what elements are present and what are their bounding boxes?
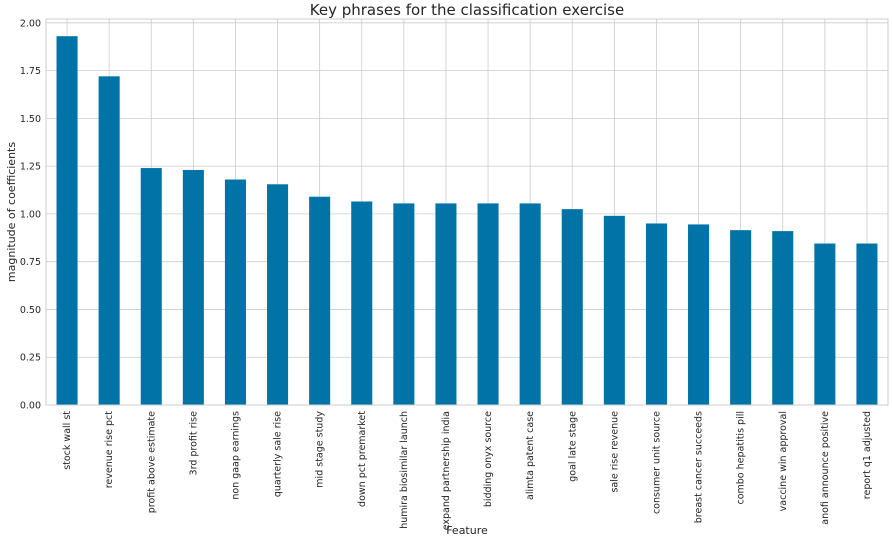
y-tick-labels: 0.00 0.25 0.50 0.75 1.00 1.25 1.50 1.75 2.00: [20, 18, 41, 411]
bar: [772, 231, 794, 405]
bar: [730, 230, 752, 405]
x-tick-label: expand partnership india: [441, 411, 452, 530]
x-tick-label: quarterly sale rise: [273, 411, 284, 497]
x-tick-label: combo hepatitis pill: [736, 411, 747, 505]
bar: [309, 196, 331, 405]
bar: [856, 243, 878, 405]
y-tick-label: 2.00: [20, 18, 41, 29]
bar: [561, 209, 583, 405]
y-tick-label: 0.00: [20, 401, 41, 412]
y-tick-label: 1.75: [20, 66, 41, 77]
x-tick-label: mid stage study: [315, 411, 326, 488]
x-tick-label: humira biosimilar launch: [399, 411, 410, 529]
x-tick-label: profit above estimate: [146, 411, 157, 513]
x-tick-label: 3rd profit rise: [188, 411, 199, 476]
x-tick-label: goal late stage: [567, 411, 578, 482]
bar: [393, 203, 415, 405]
x-tick-label: bidding onyx source: [483, 411, 494, 507]
y-tick-label: 0.25: [20, 353, 41, 364]
bar: [56, 36, 78, 405]
x-tick-label: sale rise revenue: [609, 411, 620, 493]
x-tick-label: vaccine win approval: [778, 411, 789, 511]
y-tick-label: 0.50: [20, 305, 41, 316]
bar: [477, 203, 499, 405]
x-tick-label: stock wall st: [62, 411, 73, 470]
x-tick-label: revenue rise pct: [104, 411, 115, 489]
y-tick-label: 1.50: [20, 114, 41, 125]
bar: [98, 76, 120, 406]
x-tick-label: down pct premarket: [357, 411, 368, 507]
bar: [688, 224, 710, 405]
x-tick-label: consumer unit source: [651, 411, 662, 514]
grid-layer: [46, 19, 888, 406]
x-tick-label: non gaap earnings: [230, 411, 241, 500]
bar: [140, 168, 162, 405]
y-tick-label: 1.25: [20, 162, 41, 173]
x-tick-label: alimta patent case: [525, 411, 536, 500]
bar: [645, 223, 667, 405]
y-axis-label: magnitude of coefficients: [5, 142, 18, 282]
plot-frame: [45, 18, 889, 406]
x-tick-labels: stock wall st revenue rise pct profit abov…: [62, 411, 873, 531]
bar: [267, 184, 289, 405]
bar: [435, 203, 457, 405]
bar: [814, 243, 836, 405]
x-tick-label: anofi announce positive: [820, 411, 831, 525]
chart-title: Key phrases for the classification exerc…: [310, 1, 624, 19]
bar: [519, 203, 541, 405]
x-axis-label: Feature: [446, 524, 488, 537]
bar: [603, 215, 625, 405]
y-tick-label: 0.75: [20, 257, 41, 268]
bar: [351, 201, 373, 405]
x-tick-label: breast cancer succeeds: [694, 411, 705, 523]
y-tick-label: 1.00: [20, 209, 41, 220]
bar-layer: [56, 36, 878, 406]
bar: [224, 179, 246, 405]
bar: [182, 169, 204, 405]
x-tick-label: report q1 adjusted: [862, 411, 873, 499]
